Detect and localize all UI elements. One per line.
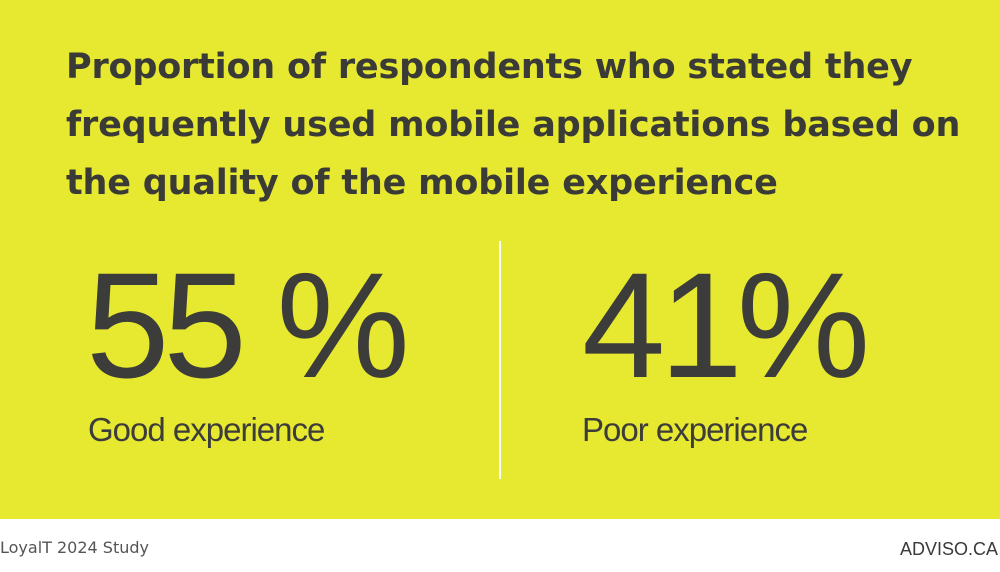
divider [499, 241, 501, 479]
headline-line-2: frequently used mobile applications base… [66, 96, 960, 154]
headline-line-2-rest: used mobile applications based on [270, 105, 961, 145]
headline-emphasis: frequently [66, 105, 271, 145]
poor-experience-label: Poor experience [582, 411, 808, 448]
good-experience-value: 55 % [86, 241, 410, 409]
good-experience-label: Good experience [88, 411, 325, 448]
headline: Proportion of respondents who stated the… [66, 38, 960, 212]
source-caption: LoyalT 2024 Study [0, 538, 149, 557]
headline-line-3: the quality of the mobile experience [66, 163, 778, 203]
brand-link[interactable]: ADVISO.CA [899, 539, 998, 559]
headline-line-1: Proportion of respondents who stated the… [66, 47, 913, 87]
infographic-card: Proportion of respondents who stated the… [0, 0, 1000, 519]
poor-experience-value: 41% [582, 241, 870, 409]
